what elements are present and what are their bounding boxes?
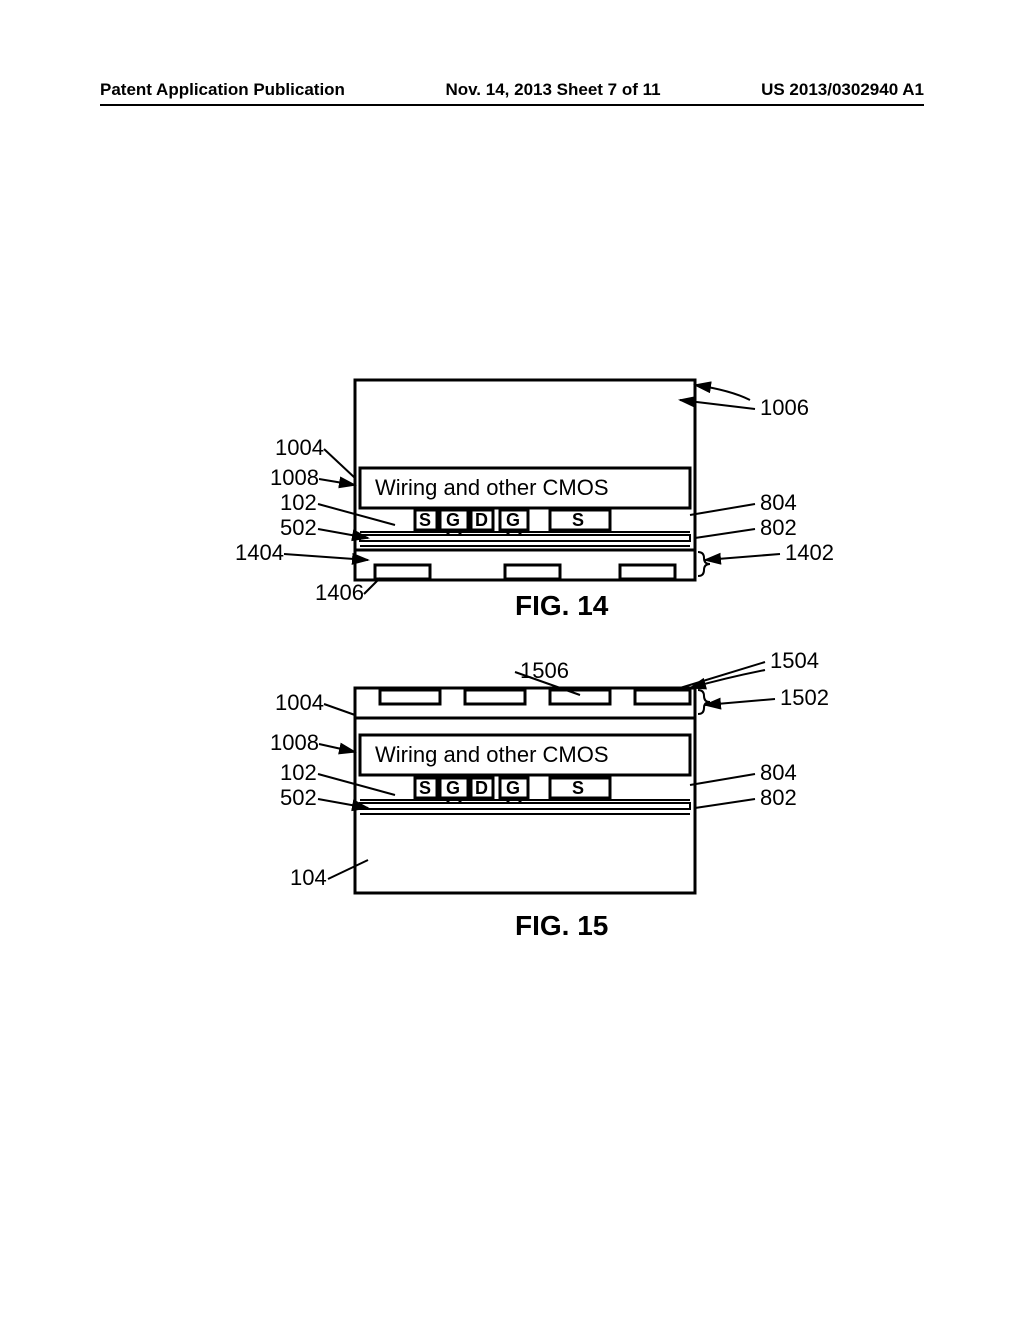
- svg-text:S: S: [572, 778, 584, 798]
- figure-14: Wiring and other CMOS S G D G S: [120, 360, 900, 620]
- header-right: US 2013/0302940 A1: [761, 80, 924, 100]
- fig15-title: FIG. 15: [515, 910, 608, 940]
- brace-1402: [698, 552, 710, 576]
- svg-text:S: S: [419, 778, 431, 798]
- patent-page: Patent Application Publication Nov. 14, …: [0, 0, 1024, 1320]
- ref-102: 102: [280, 490, 317, 515]
- ref-1402: 1402: [785, 540, 834, 565]
- fig15-left-labels: 1004 1008 102502 104: [270, 690, 395, 890]
- ref-804: 804: [760, 490, 797, 515]
- ref-102: 102: [280, 760, 317, 785]
- ref-1004: 1004: [275, 690, 324, 715]
- ref-1404: 1404: [235, 540, 284, 565]
- ref-1504: 1504: [770, 648, 819, 673]
- ref-804: 804: [760, 760, 797, 785]
- header-left: Patent Application Publication: [100, 80, 345, 100]
- svg-text:G: G: [506, 778, 520, 798]
- ref-1502: 1502: [780, 685, 829, 710]
- ref-502: 502: [280, 515, 317, 540]
- svg-text:G: G: [446, 510, 460, 530]
- svg-text:S: S: [572, 510, 584, 530]
- header-center: Nov. 14, 2013 Sheet 7 of 11: [445, 80, 660, 100]
- svg-text:S: S: [419, 510, 431, 530]
- svg-text:D: D: [475, 778, 488, 798]
- brace-1502: [698, 690, 710, 714]
- ref-1004: 1004: [275, 435, 324, 460]
- ref-1008: 1008: [270, 465, 319, 490]
- ref-1008: 1008: [270, 730, 319, 755]
- cmos-text: Wiring and other CMOS: [375, 475, 609, 500]
- page-header: Patent Application Publication Nov. 14, …: [100, 80, 924, 106]
- fig14-svg: Wiring and other CMOS S G D G S: [120, 360, 900, 620]
- ref-1506: 1506: [520, 658, 569, 683]
- svg-text:G: G: [506, 510, 520, 530]
- fig14-right-labels: 1006 8048021402: [680, 395, 834, 565]
- ref-802: 802: [760, 515, 797, 540]
- svg-text:G: G: [446, 778, 460, 798]
- ref-502: 502: [280, 785, 317, 810]
- ref-802: 802: [760, 785, 797, 810]
- figure-15: Wiring and other CMOS S G D G S: [120, 640, 900, 940]
- ref-104: 104: [290, 865, 327, 890]
- fig15-svg: Wiring and other CMOS S G D G S: [120, 640, 900, 940]
- ref-1006: 1006: [760, 395, 809, 420]
- ref-1406: 1406: [315, 580, 364, 605]
- cmos-text-15: Wiring and other CMOS: [375, 742, 609, 767]
- fig14-title: FIG. 14: [515, 590, 609, 620]
- svg-text:D: D: [475, 510, 488, 530]
